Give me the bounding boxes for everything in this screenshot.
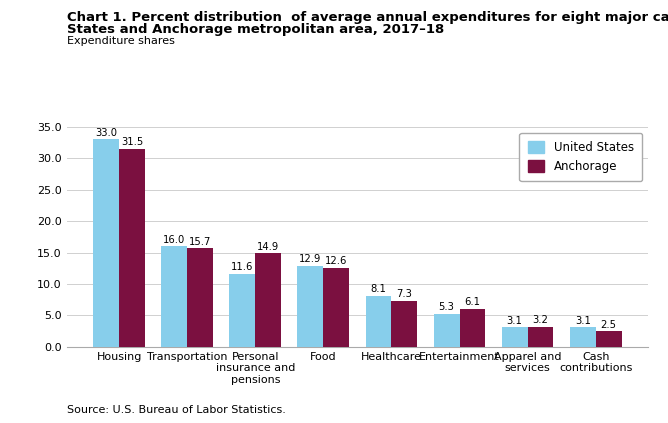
Legend: United States, Anchorage: United States, Anchorage bbox=[520, 133, 642, 181]
Bar bbox=[596, 331, 621, 347]
Text: 3.1: 3.1 bbox=[507, 316, 522, 326]
Bar bbox=[570, 327, 596, 347]
Text: 16.0: 16.0 bbox=[163, 235, 185, 245]
Text: 12.6: 12.6 bbox=[325, 256, 347, 266]
Bar bbox=[365, 296, 391, 347]
Text: 31.5: 31.5 bbox=[121, 137, 143, 147]
Bar bbox=[502, 327, 528, 347]
Text: Expenditure shares: Expenditure shares bbox=[67, 36, 174, 46]
Text: 2.5: 2.5 bbox=[601, 320, 617, 330]
Text: Source: U.S. Bureau of Labor Statistics.: Source: U.S. Bureau of Labor Statistics. bbox=[67, 404, 286, 415]
Bar bbox=[297, 266, 323, 347]
Bar bbox=[187, 248, 213, 347]
Text: 7.3: 7.3 bbox=[396, 289, 412, 299]
Bar bbox=[434, 313, 460, 347]
Text: 11.6: 11.6 bbox=[231, 262, 254, 272]
Text: 5.3: 5.3 bbox=[439, 302, 454, 312]
Bar bbox=[323, 268, 349, 347]
Bar bbox=[528, 327, 554, 347]
Text: 14.9: 14.9 bbox=[257, 242, 279, 252]
Bar bbox=[391, 301, 418, 347]
Bar bbox=[460, 308, 486, 347]
Text: 33.0: 33.0 bbox=[95, 128, 117, 138]
Bar bbox=[94, 140, 119, 347]
Bar bbox=[229, 274, 255, 347]
Bar bbox=[161, 246, 187, 347]
Text: 3.2: 3.2 bbox=[532, 315, 548, 325]
Bar bbox=[119, 149, 145, 347]
Text: 3.1: 3.1 bbox=[574, 316, 591, 326]
Text: 15.7: 15.7 bbox=[189, 236, 211, 247]
Bar bbox=[255, 253, 281, 347]
Text: 12.9: 12.9 bbox=[299, 254, 321, 264]
Text: 6.1: 6.1 bbox=[464, 297, 480, 307]
Text: 8.1: 8.1 bbox=[371, 284, 386, 294]
Text: States and Anchorage metropolitan area, 2017–18: States and Anchorage metropolitan area, … bbox=[67, 23, 444, 36]
Text: Chart 1. Percent distribution  of average annual expenditures for eight major ca: Chart 1. Percent distribution of average… bbox=[67, 11, 668, 24]
